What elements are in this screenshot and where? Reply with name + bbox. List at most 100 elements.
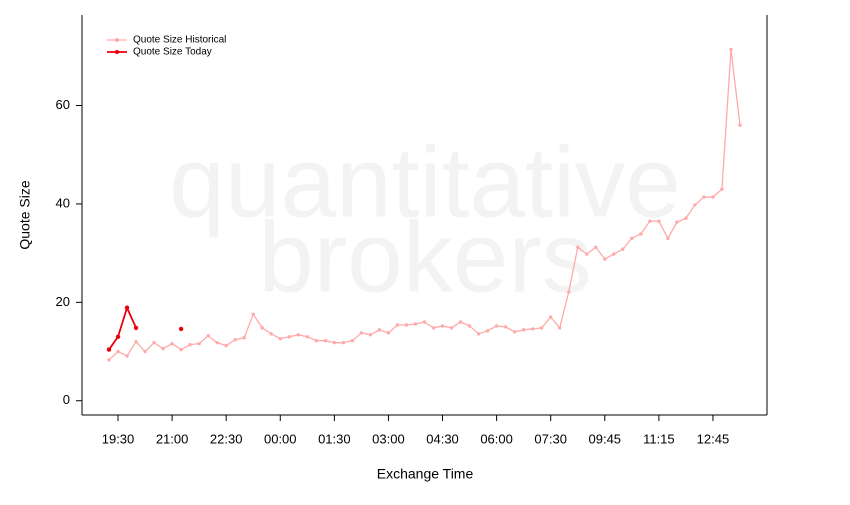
point — [296, 333, 300, 337]
point — [422, 320, 427, 324]
point — [143, 349, 147, 354]
point — [530, 327, 535, 331]
point — [702, 195, 706, 199]
point — [467, 324, 472, 328]
point — [594, 245, 598, 249]
point — [260, 326, 264, 330]
point — [413, 322, 418, 326]
watermark: brokers — [258, 201, 591, 313]
point — [287, 335, 291, 339]
point — [188, 342, 192, 347]
point — [666, 236, 670, 241]
x-tick-label: 03:00 — [372, 431, 405, 446]
point — [377, 328, 382, 332]
point — [558, 326, 562, 330]
point — [359, 331, 364, 335]
point — [648, 219, 652, 223]
y-tick-label: 20 — [56, 294, 70, 309]
legend-label: Quote Size Today — [133, 47, 212, 58]
x-tick-label: 19:30 — [102, 431, 135, 446]
point — [521, 328, 526, 332]
point — [386, 331, 391, 335]
point — [107, 358, 111, 362]
point — [567, 290, 571, 294]
point — [675, 220, 679, 224]
point — [161, 346, 165, 351]
point — [368, 333, 373, 337]
point — [134, 339, 138, 344]
point — [684, 216, 688, 220]
legend-marker — [115, 38, 119, 42]
point — [738, 123, 742, 127]
point — [179, 347, 183, 352]
x-tick-label: 09:45 — [589, 431, 622, 446]
x-tick-label: 06:00 — [480, 431, 513, 446]
point — [549, 315, 553, 319]
point — [711, 195, 715, 199]
x-tick-label: 12:45 — [697, 431, 730, 446]
point — [395, 323, 400, 327]
x-tick-label: 11:15 — [643, 431, 675, 446]
point — [720, 187, 724, 191]
x-tick-label: 21:00 — [156, 431, 189, 446]
point — [323, 339, 328, 343]
watermark: quantitative — [169, 126, 680, 238]
legend-marker — [115, 50, 119, 54]
point — [539, 326, 544, 330]
point — [269, 332, 273, 336]
point — [152, 340, 156, 345]
point — [332, 340, 337, 345]
point — [242, 336, 246, 340]
point — [178, 326, 184, 332]
point — [133, 325, 139, 331]
point — [350, 339, 355, 343]
point — [621, 247, 625, 251]
point — [639, 232, 643, 236]
point — [224, 343, 228, 348]
y-axis-title: Quote Size — [17, 180, 33, 249]
legend-label: Quote Size Historical — [133, 35, 226, 46]
y-tick-label: 60 — [56, 97, 70, 112]
point — [314, 339, 319, 343]
point — [494, 324, 499, 328]
point — [603, 257, 607, 261]
y-tick-label: 0 — [63, 392, 70, 407]
point — [440, 324, 445, 328]
x-tick-label: 07:30 — [534, 431, 567, 446]
point — [170, 341, 174, 346]
point — [124, 305, 130, 310]
x-tick-label: 01:30 — [318, 431, 351, 446]
point — [278, 337, 282, 341]
x-tick-label: 00:00 — [264, 431, 297, 446]
y-tick-label: 40 — [56, 195, 70, 210]
x-axis-title: Exchange Time — [377, 466, 474, 482]
point — [251, 312, 255, 316]
point — [233, 338, 237, 342]
point — [115, 334, 121, 339]
point — [630, 236, 634, 241]
point — [485, 329, 490, 333]
point — [476, 332, 481, 336]
point — [215, 340, 219, 345]
series-line — [109, 308, 181, 350]
point — [576, 245, 580, 249]
point — [458, 320, 463, 324]
point — [512, 330, 517, 334]
x-tick-label: 04:30 — [426, 431, 459, 446]
point — [657, 219, 661, 223]
point — [106, 347, 112, 352]
point — [693, 203, 697, 207]
point — [125, 354, 129, 358]
point — [449, 326, 454, 330]
point — [503, 325, 508, 329]
x-tick-label: 22:30 — [210, 431, 243, 446]
point — [404, 323, 409, 327]
point — [431, 326, 436, 330]
point — [729, 47, 733, 52]
point — [206, 334, 210, 338]
point — [197, 341, 201, 346]
point — [116, 349, 120, 354]
point — [585, 252, 589, 256]
